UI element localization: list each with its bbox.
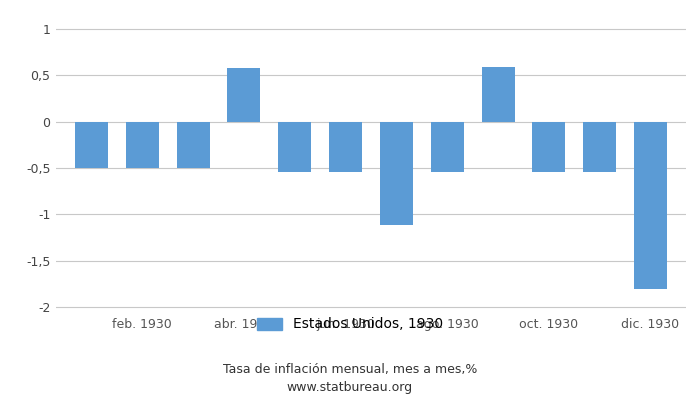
Text: Tasa de inflación mensual, mes a mes,%: Tasa de inflación mensual, mes a mes,% — [223, 364, 477, 376]
Bar — [634, 122, 667, 289]
Legend: Estados Unidos, 1930: Estados Unidos, 1930 — [251, 312, 449, 337]
Bar — [176, 122, 210, 168]
Bar — [583, 122, 616, 172]
Bar — [380, 122, 413, 225]
Bar — [329, 122, 362, 172]
Bar — [279, 122, 312, 172]
Bar — [228, 68, 260, 122]
Bar — [482, 67, 514, 122]
Bar — [532, 122, 566, 172]
Text: www.statbureau.org: www.statbureau.org — [287, 382, 413, 394]
Bar — [430, 122, 463, 172]
Bar — [75, 122, 108, 168]
Bar — [126, 122, 159, 168]
